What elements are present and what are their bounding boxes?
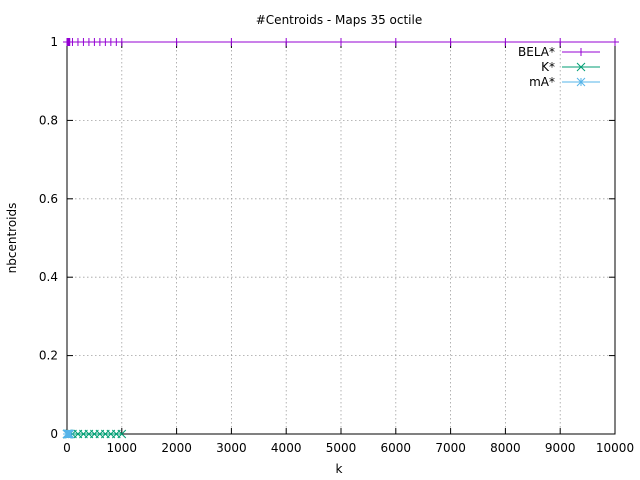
data-point <box>337 38 345 46</box>
y-tick-label: 1 <box>50 35 58 49</box>
data-point <box>65 429 75 439</box>
data-point <box>117 429 127 439</box>
data-point <box>117 38 126 46</box>
data-point <box>282 38 291 46</box>
series-ma <box>62 429 75 439</box>
chart-title: #Centroids - Maps 35 octile <box>256 13 422 27</box>
legend: BELA*K*mA* <box>518 45 600 89</box>
x-tick-label: 4000 <box>271 441 302 455</box>
x-tick-label: 6000 <box>381 441 412 455</box>
legend-label: BELA* <box>518 45 555 59</box>
x-tick-label: 7000 <box>435 441 466 455</box>
y-tick-label: 0 <box>50 427 58 441</box>
data-point <box>501 38 510 46</box>
grid-lines <box>67 42 615 434</box>
data-point <box>391 38 400 46</box>
y-axis-label: nbcentroids <box>5 203 19 274</box>
data-point <box>556 38 565 46</box>
data-point <box>611 38 619 46</box>
x-tick-label: 8000 <box>490 441 521 455</box>
legend-marker <box>577 48 585 56</box>
x-tick-label: 9000 <box>545 441 576 455</box>
x-tick-label: 0 <box>63 441 71 455</box>
y-tick-label: 0.6 <box>39 192 58 206</box>
legend-item: K* <box>541 60 600 74</box>
legend-label: mA* <box>529 75 555 89</box>
x-tick-label: 2000 <box>161 441 192 455</box>
data-point <box>446 38 455 46</box>
legend-marker <box>576 77 586 87</box>
x-axis-label: k <box>336 462 343 476</box>
series-layer <box>62 38 619 439</box>
y-tick-label: 0.8 <box>39 113 58 127</box>
axes: 0 1000 2000 3000 4000 5000 6000 7000 8000 9000 100… <box>39 35 634 455</box>
legend-marker <box>576 62 586 72</box>
data-point <box>227 38 236 46</box>
x-tick-label: 10000 <box>596 441 634 455</box>
y-tick-label: 0.2 <box>39 349 58 363</box>
x-tick-label: 3000 <box>216 441 247 455</box>
x-tick-label: 1000 <box>107 441 138 455</box>
legend-item: mA* <box>529 75 600 89</box>
legend-label: K* <box>541 60 555 74</box>
data-point <box>172 38 181 46</box>
y-tick-label: 0.4 <box>39 270 58 284</box>
x-tick-label: 5000 <box>326 441 357 455</box>
series-bela <box>63 38 619 46</box>
legend-item: BELA* <box>518 45 600 59</box>
